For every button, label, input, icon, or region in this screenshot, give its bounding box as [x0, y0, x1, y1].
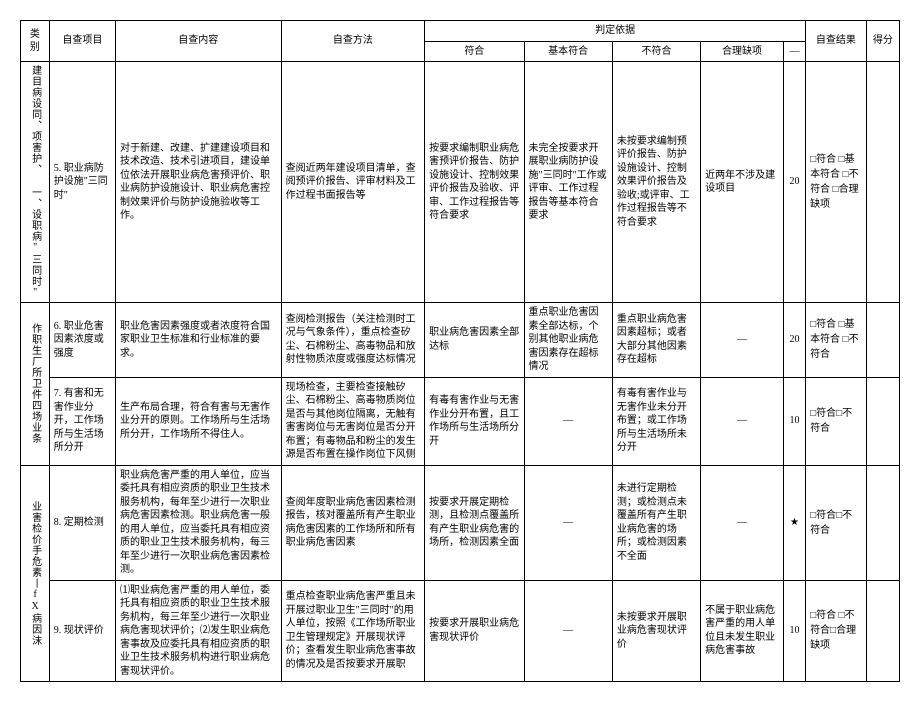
hdr-judge-group: 判定依据	[425, 21, 806, 42]
row-result: □符合□不符合	[806, 465, 867, 580]
row-method: 查阅检测报告（关注检测时工况与气象条件），重点检查矽尘、石棉粉尘、高毒物品和放射…	[281, 303, 425, 378]
hdr-result: 自查结果	[806, 21, 867, 62]
row-j4: —	[701, 377, 784, 465]
table-row: 9. 现状评价 ⑴职业病危害严重的用人单位，委托具有相应资质的职业卫生技术服务机…	[21, 580, 900, 682]
row-score	[866, 303, 899, 378]
row-result: □符合 □基本符合 □不符合	[806, 303, 867, 378]
row-item: 5. 职业病防护设施"三同时"	[49, 62, 115, 303]
row-item: 9. 现状评价	[49, 580, 115, 682]
hdr-item: 自查项目	[49, 21, 115, 62]
row-j2: —	[524, 377, 612, 465]
row-j2: —	[524, 580, 612, 682]
row-jx: 10	[783, 377, 805, 465]
hdr-j4: 合理缺项	[701, 41, 784, 62]
table-row: 建目病设同、项害护、 一、设职病"三同时" 5. 职业病防护设施"三同时" 对于…	[21, 62, 900, 303]
row-item: 8. 定期检测	[49, 465, 115, 580]
hdr-category: 类别	[21, 21, 50, 62]
row-result: □符合 □基本符合 □不符合 □合理缺项	[806, 62, 867, 303]
row-method: 重点检查职业病危害严重且未开展过职业卫生"三同时"的用人单位，按照《工作场所职业…	[281, 580, 425, 682]
row-j4: 不属于职业病危害严重的用人单位且未发生职业病危害事故	[701, 580, 784, 682]
row-jx: 20	[783, 62, 805, 303]
row-content: ⑴职业病危害严重的用人单位，委托具有相应资质的职业卫生技术服务机构，每三年至少进…	[115, 580, 281, 682]
row-j3: 未按要求编制预评价报告、防护设施设计、控制效果评价报告及验收;或评审、工作过程报…	[612, 62, 700, 303]
row-j2: —	[524, 465, 612, 580]
row-score	[866, 465, 899, 580]
row-j3: 未按要求开展职业病危害现状评价	[612, 580, 700, 682]
row-result: □符合□不符合	[806, 377, 867, 465]
row-j2: 未完全按要求开展职业病防护设施"三同时"工作或评审、工作过程报告等基本符合要求	[524, 62, 612, 303]
row-jx: 20	[783, 303, 805, 378]
hdr-j2: 基本符合	[524, 41, 612, 62]
table-row: 作职生厂所卫件四场业条 6. 职业危害因素浓度或强度 职业危害因素强度或者浓度符…	[21, 303, 900, 378]
row-score	[866, 377, 899, 465]
row-j4: —	[701, 465, 784, 580]
hdr-content: 自查内容	[115, 21, 281, 62]
cat-b: 作职生厂所卫件四场业条	[21, 303, 50, 466]
row-j1: 按要求编制职业病危害预评价报告、防护设施设计、控制效果评价报告及验收、评审、工作…	[425, 62, 524, 303]
row-j2: 重点职业危害因素全部达标，个别其他职业病危害因素存在超标情况	[524, 303, 612, 378]
row-j4: 近两年不涉及建设项目	[701, 62, 784, 303]
inspection-table: 类别 自查项目 自查内容 自查方法 判定依据 自查结果 得分 符合 基本符合 不…	[20, 20, 900, 682]
row-jx: 10	[783, 580, 805, 682]
row-j3: 有毒有害作业与无害作业未分开布置；或工作场所与生活场所未分开	[612, 377, 700, 465]
row-j1: 职业病危害因素全部达标	[425, 303, 524, 378]
hdr-score: 得分	[866, 21, 899, 62]
cat-a-sub: 建目病设同、项害护、	[30, 65, 41, 175]
hdr-jx: —	[783, 41, 805, 62]
row-result: □符合 □不符合□合理缺项	[806, 580, 867, 682]
row-item: 6. 职业危害因素浓度或强度	[49, 303, 115, 378]
table-row: 7. 有害和无害作业分开，工作场所与生活场所分开 生产布局合理，符合有害与无害作…	[21, 377, 900, 465]
row-j3: 未进行定期检测；或检测点未覆盖所有产生职业病危害的场所；或检测因素不全面	[612, 465, 700, 580]
row-method: 现场检查，主要检查接触矽尘、石棉粉尘、高毒物质岗位是否与其他岗位隔离，无触有害害…	[281, 377, 425, 465]
row-content: 生产布局合理，符合有害与无害作业分开的原则。工作场所与生活场所分开，工作场所不得…	[115, 377, 281, 465]
row-content: 职业病危害严重的用人单位，应当委托具有相应资质的职业卫生技术服务机构，每年至少进…	[115, 465, 281, 580]
row-score	[866, 62, 899, 303]
table-row: 业害检价手危素丨fX病因沫 8. 定期检测 职业病危害严重的用人单位，应当委托具…	[21, 465, 900, 580]
row-method: 查阅近两年建设项目清单，查阅预评价报告、评审材料及工作过程书面报告等	[281, 62, 425, 303]
cat-c: 业害检价手危素丨fX病因沫	[21, 465, 50, 682]
row-j1: 有毒有害作业与无害作业分开布置，且工作场所与生活场所分开	[425, 377, 524, 465]
cat-a: 建目病设同、项害护、 一、设职病"三同时"	[21, 62, 50, 303]
hdr-j3: 不符合	[612, 41, 700, 62]
row-j1: 按要求开展职业病危害现状评价	[425, 580, 524, 682]
row-j1: 按要求开展定期检测，且检测点覆盖所有产生职业病危害的场所，检测因素全面	[425, 465, 524, 580]
row-jx: ★	[783, 465, 805, 580]
cat-a-main: 一、设职病"三同时"	[30, 187, 41, 299]
row-item: 7. 有害和无害作业分开，工作场所与生活场所分开	[49, 377, 115, 465]
row-j3: 重点职业病危害因素超标；或者大部分其他因素存在超标	[612, 303, 700, 378]
row-content: 职业危害因素强度或者浓度符合国家职业卫生标准和行业标准的要求。	[115, 303, 281, 378]
row-score	[866, 580, 899, 682]
hdr-method: 自查方法	[281, 21, 425, 62]
row-j4: —	[701, 303, 784, 378]
hdr-j1: 符合	[425, 41, 524, 62]
row-content: 对于新建、改建、扩建建设项目和技术改造、技术引进项目，建设单位依法开展职业病危害…	[115, 62, 281, 303]
row-method: 查阅年度职业病危害因素检测报告，核对覆盖所有产生职业病危害因素的工作场所和所有职…	[281, 465, 425, 580]
